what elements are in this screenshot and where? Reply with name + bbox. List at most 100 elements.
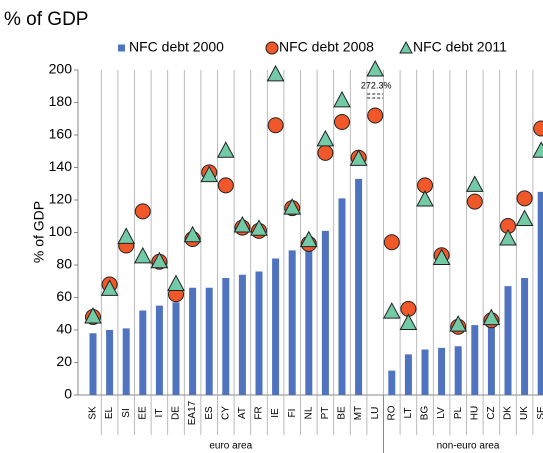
marker-triangle xyxy=(117,227,136,244)
x-tick-label: LT xyxy=(403,408,414,419)
x-tick-label: CZ xyxy=(486,406,497,419)
marker-circle xyxy=(516,190,533,207)
bar xyxy=(189,287,197,395)
y-tick-label: 160 xyxy=(49,126,73,142)
y-axis-label: % of GDP xyxy=(31,201,47,263)
legend-swatch xyxy=(118,44,125,52)
bar xyxy=(438,347,446,395)
bar xyxy=(172,302,180,395)
legend-swatch xyxy=(399,40,413,54)
marker-circle xyxy=(466,193,483,210)
y-tick-label: 180 xyxy=(49,93,73,109)
x-tick-label: DE xyxy=(171,406,182,420)
x-tick-label: IT xyxy=(154,409,165,418)
legend-label: NFC debt 2011 xyxy=(413,39,507,55)
bar xyxy=(222,278,230,395)
x-tick-label: SE xyxy=(536,406,543,420)
marker-triangle xyxy=(299,230,318,248)
bar xyxy=(205,287,213,395)
marker-circle xyxy=(317,144,334,161)
marker-triangle xyxy=(366,59,385,77)
x-tick-label: ES xyxy=(204,406,215,420)
x-tick-label: EA17 xyxy=(187,400,198,425)
legend-label: NFC debt 2008 xyxy=(279,39,374,55)
x-tick-label: AT xyxy=(237,407,248,419)
bar xyxy=(139,310,147,395)
marker-circle xyxy=(267,117,284,134)
bar xyxy=(521,278,529,395)
bar xyxy=(504,286,512,395)
marker-triangle xyxy=(382,302,401,319)
x-tick-label: RO xyxy=(386,405,397,420)
marker-triangle xyxy=(167,274,185,291)
marker-triangle xyxy=(100,279,119,296)
x-tick-label: UK xyxy=(519,406,530,420)
x-tick-label: DK xyxy=(503,406,514,420)
x-tick-label: BG xyxy=(420,406,431,421)
marker-triangle xyxy=(449,315,468,332)
bar xyxy=(404,354,412,395)
group-label: euro area xyxy=(209,441,252,452)
marker-triangle xyxy=(532,141,543,158)
marker-circle xyxy=(217,177,234,194)
marker-triangle xyxy=(200,165,219,183)
marker-triangle xyxy=(250,219,268,236)
marker-triangle xyxy=(465,175,484,192)
bar xyxy=(321,230,329,395)
bar xyxy=(155,305,163,395)
marker-triangle xyxy=(499,228,517,246)
bar xyxy=(537,191,543,395)
bar xyxy=(355,178,363,395)
x-tick-label: MT xyxy=(353,406,364,420)
bar xyxy=(106,330,114,395)
x-tick-label: PL xyxy=(453,406,464,419)
bar xyxy=(272,258,280,395)
x-tick-label: IE xyxy=(270,408,281,418)
x-tick-label: NL xyxy=(303,406,314,419)
marker-triangle xyxy=(183,225,202,243)
bar xyxy=(89,333,97,395)
marker-triangle xyxy=(399,313,418,330)
y-tick-label: 140 xyxy=(49,158,73,174)
marker-triangle xyxy=(416,189,434,207)
chart-title: % of GDP xyxy=(4,9,88,30)
annotation: 272.3% xyxy=(361,80,392,90)
marker-triangle xyxy=(216,141,235,158)
bar xyxy=(338,198,346,395)
marker-triangle xyxy=(482,308,501,326)
y-tick-label: 0 xyxy=(64,386,72,402)
marker-triangle xyxy=(233,215,252,233)
group-label: non-euro area xyxy=(437,441,500,452)
marker-circle xyxy=(367,107,384,124)
y-tick-label: 40 xyxy=(56,321,72,337)
bar xyxy=(255,271,263,395)
bar xyxy=(238,274,246,395)
y-tick-label: 20 xyxy=(56,353,72,369)
legend-label: NFC debt 2000 xyxy=(129,39,224,55)
x-tick-label: HU xyxy=(469,406,480,420)
marker-triangle xyxy=(150,251,169,269)
marker-circle xyxy=(334,114,350,130)
marker-triangle xyxy=(432,248,451,265)
x-tick-label: CY xyxy=(220,406,231,420)
x-tick-label: LV xyxy=(436,407,447,419)
marker-triangle xyxy=(266,64,285,82)
y-tick-label: 120 xyxy=(49,191,73,207)
legend-swatch xyxy=(265,41,279,55)
x-tick-label: PT xyxy=(320,407,331,420)
x-tick-label: EL xyxy=(104,406,115,419)
x-tick-label: BE xyxy=(337,406,348,420)
marker-triangle xyxy=(349,149,368,166)
x-tick-label: EE xyxy=(137,406,148,420)
bar xyxy=(421,349,429,395)
bar xyxy=(471,325,479,395)
marker-triangle xyxy=(316,129,335,147)
x-tick-label: LU xyxy=(370,407,381,420)
bar xyxy=(388,370,396,395)
marker-circle xyxy=(134,203,151,220)
bar xyxy=(122,328,130,395)
marker-circle xyxy=(533,120,543,137)
marker-circle xyxy=(383,234,400,251)
marker-triangle xyxy=(515,209,534,226)
